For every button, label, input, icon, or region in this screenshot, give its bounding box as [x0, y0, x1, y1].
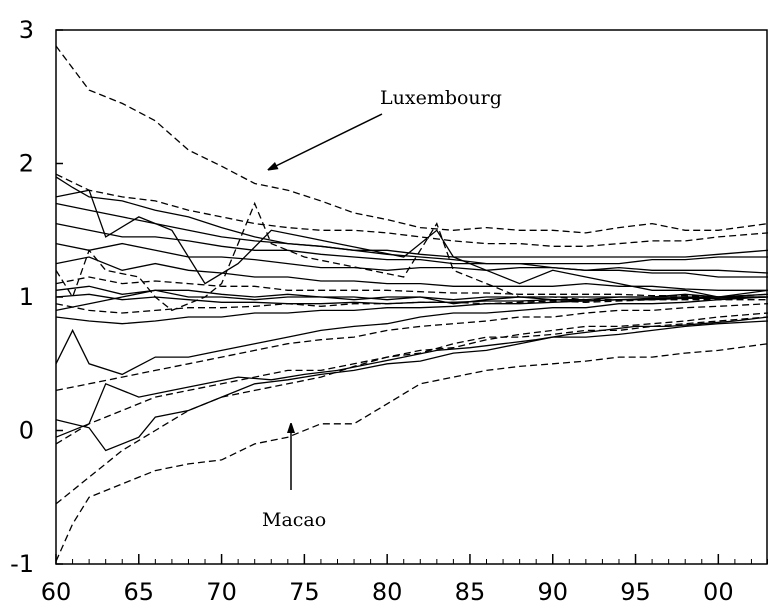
series-line-22 — [55, 293, 768, 305]
y-tick-label: 1 — [19, 283, 34, 311]
y-tick-label: 0 — [19, 417, 34, 445]
x-tick-label: 95 — [620, 578, 651, 606]
series-line-9 — [55, 296, 768, 325]
x-tick-label: 60 — [41, 578, 72, 606]
series-line-1 — [55, 45, 768, 234]
y-tick-label: 3 — [19, 16, 34, 44]
series-line-16 — [55, 202, 768, 258]
series-line-19 — [55, 189, 768, 298]
series-line-7 — [55, 303, 768, 392]
series-line-20 — [55, 201, 768, 312]
series-line-21 — [55, 299, 768, 314]
series-line-2 — [55, 343, 768, 562]
series-line-11 — [55, 285, 768, 305]
annotation-luxembourg-label: Luxembourg — [380, 87, 502, 109]
axes-layer: -1 0 1 2 3 60 65 70 75 80 85 90 95 00 — [10, 16, 768, 606]
series-line-18 — [55, 173, 768, 247]
annotation-macao-label: Macao — [262, 509, 326, 531]
x-tick-label: 75 — [289, 578, 320, 606]
series-line-6 — [55, 316, 768, 438]
annotation-luxembourg-arrow — [269, 113, 383, 170]
series-line-15 — [55, 222, 768, 265]
x-tick-label: 70 — [206, 578, 237, 606]
y-tick-label: -1 — [10, 550, 34, 578]
series-line-8 — [55, 296, 768, 376]
annotation-layer: Luxembourg Macao — [262, 87, 502, 531]
series-line-5 — [55, 312, 768, 445]
series-layer — [55, 45, 768, 562]
series-line-4 — [55, 320, 768, 452]
series-line-14 — [55, 242, 768, 274]
x-tick-label: 90 — [537, 578, 568, 606]
x-tick-label: 65 — [124, 578, 155, 606]
x-tick-label: 00 — [703, 578, 734, 606]
x-tick-label: 85 — [455, 578, 486, 606]
series-line-3 — [55, 316, 768, 505]
y-tick-label: 2 — [19, 150, 34, 178]
x-tick-label: 80 — [372, 578, 403, 606]
